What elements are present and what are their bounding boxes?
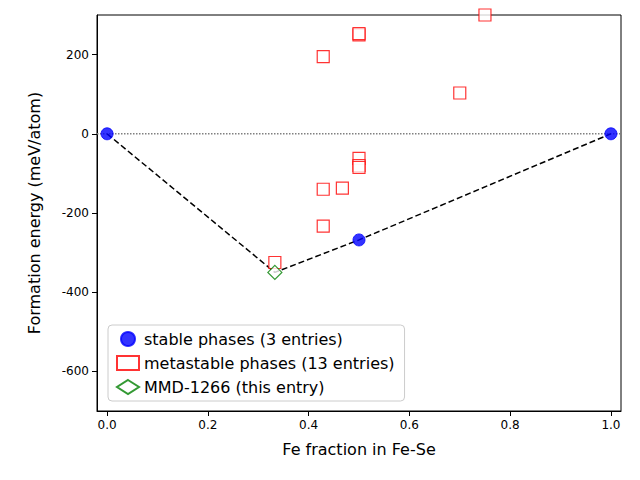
svg-text:stable phases (3 entries): stable phases (3 entries) (144, 330, 343, 349)
svg-text:0.2: 0.2 (198, 418, 217, 432)
svg-text:MMD-1266 (this entry): MMD-1266 (this entry) (144, 378, 325, 397)
svg-text:0.6: 0.6 (400, 418, 419, 432)
svg-text:-400: -400 (62, 285, 89, 299)
svg-text:1.0: 1.0 (601, 418, 620, 432)
svg-text:-200: -200 (62, 206, 89, 220)
svg-text:200: 200 (66, 48, 89, 62)
svg-text:0: 0 (81, 127, 89, 141)
svg-text:0.0: 0.0 (98, 418, 117, 432)
svg-text:metastable phases (13 entries): metastable phases (13 entries) (144, 354, 395, 373)
svg-text:0.8: 0.8 (501, 418, 520, 432)
svg-text:-600: -600 (62, 364, 89, 378)
svg-text:0.4: 0.4 (299, 418, 318, 432)
svg-text:Formation energy (meV/atom): Formation energy (meV/atom) (25, 92, 44, 334)
svg-text:Fe fraction in Fe-Se: Fe fraction in Fe-Se (282, 440, 435, 459)
